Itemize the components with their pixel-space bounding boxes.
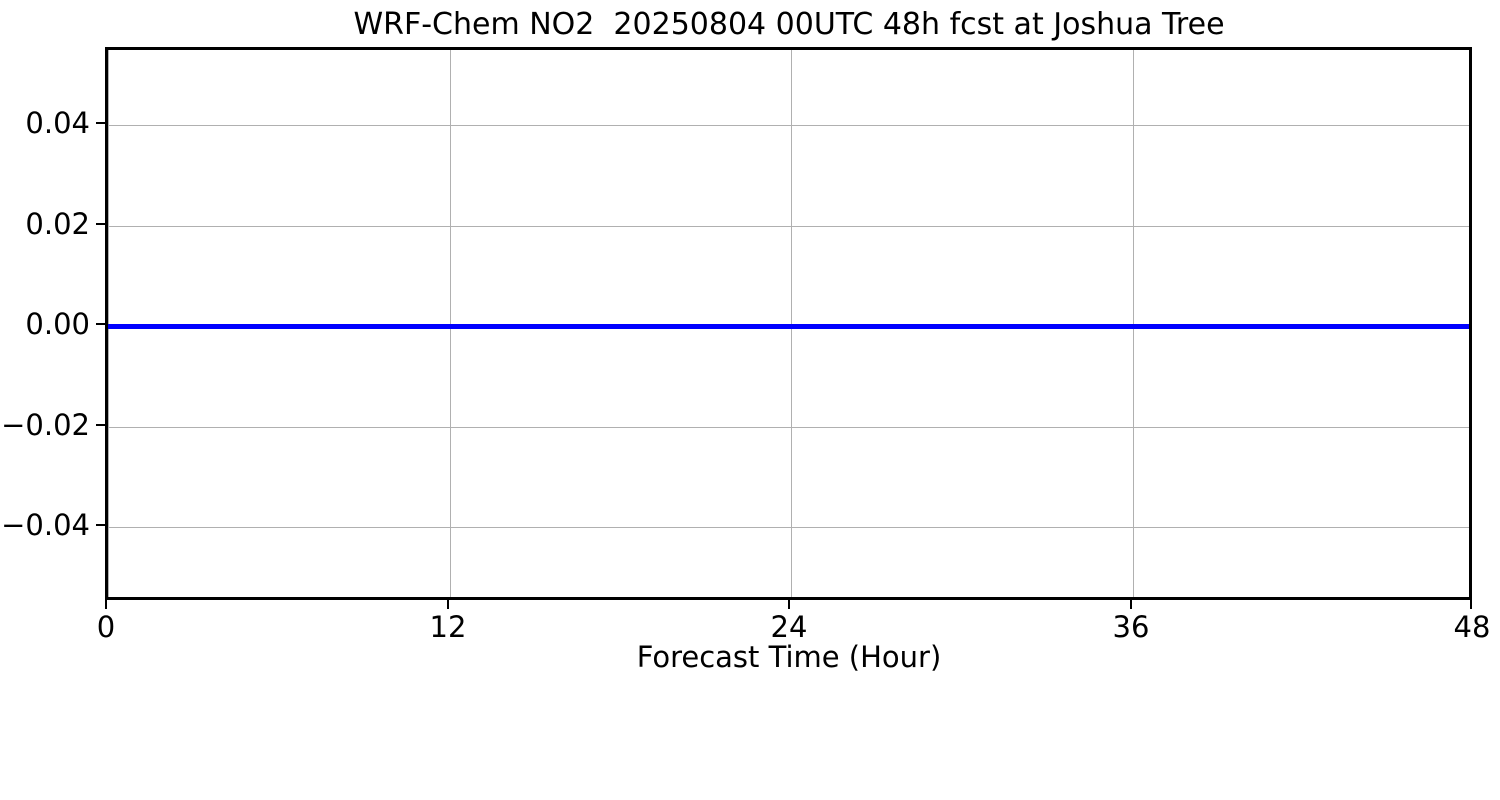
x-tick-mark [1470,600,1472,609]
gridline-vertical [450,50,451,597]
x-tick-label: 48 [1453,610,1491,644]
plot-area [105,47,1472,600]
gridline-horizontal [108,427,1469,428]
x-tick-mark [447,600,449,609]
x-axis-label: Forecast Time (Hour) [636,640,942,674]
y-tick-mark [96,323,105,325]
y-tick-mark [96,122,105,124]
y-tick-label: −0.02 [1,408,90,442]
x-tick-mark [105,600,107,609]
gridline-vertical [108,50,109,597]
x-tick-label: 0 [96,610,116,644]
gridline-horizontal [108,527,1469,528]
series-line-no2 [108,324,1469,329]
y-tick-mark [96,524,105,526]
y-tick-label: 0.02 [25,207,90,241]
x-tick-mark [1130,600,1132,609]
gridline-horizontal [108,226,1469,227]
gridline-vertical [791,50,792,597]
chart-title: WRF-Chem NO2 20250804 00UTC 48h fcst at … [353,7,1225,42]
x-tick-label: 24 [770,610,808,644]
y-tick-label: −0.04 [1,508,90,542]
x-tick-label: 12 [429,610,467,644]
gridline-horizontal [108,125,1469,126]
gridline-vertical [1133,50,1134,597]
y-tick-mark [96,424,105,426]
plot-inner [108,50,1469,597]
y-tick-mark [96,223,105,225]
y-tick-label: 0.00 [25,307,90,341]
x-tick-label: 36 [1112,610,1150,644]
x-tick-mark [788,600,790,609]
y-tick-label: 0.04 [25,106,90,140]
